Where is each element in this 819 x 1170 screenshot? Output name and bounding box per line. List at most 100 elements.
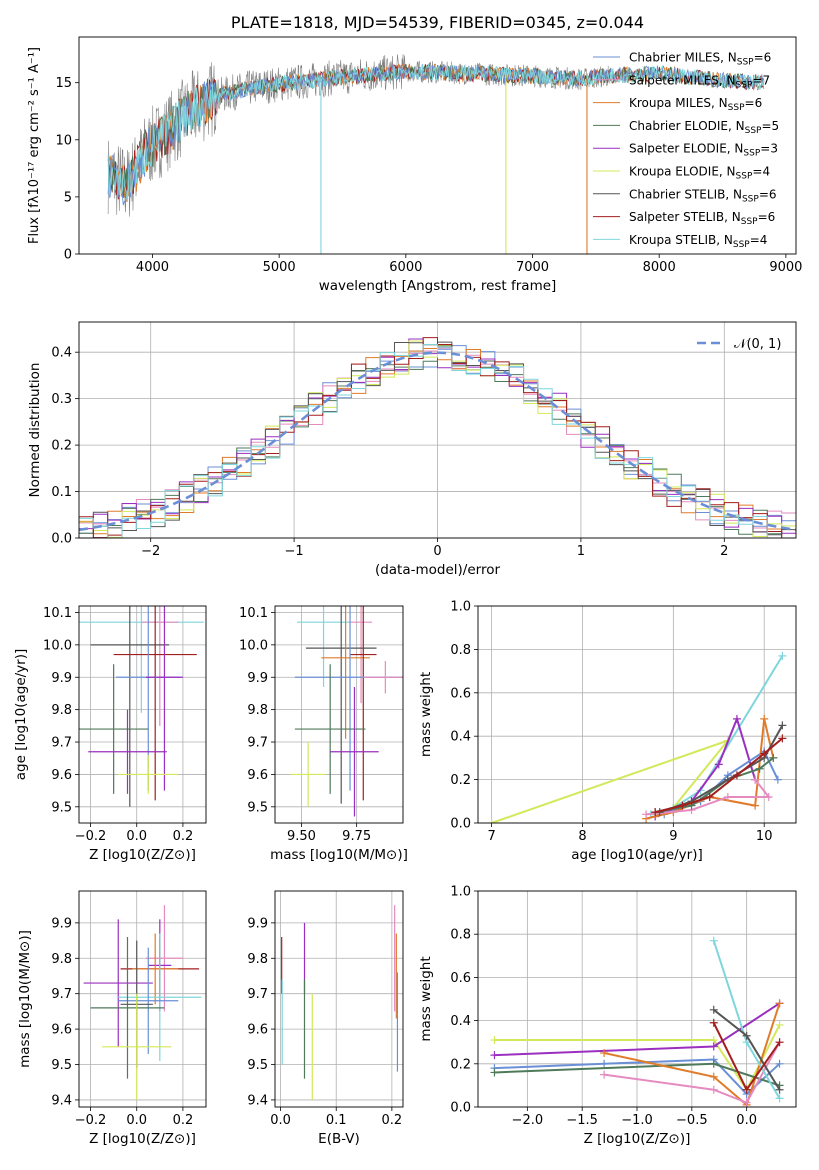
legend-subscript: SSP (737, 58, 754, 68)
y-tick-label: 10.1 (43, 606, 72, 621)
weight-marker (742, 1031, 751, 1040)
legend-nssp: =3 (760, 142, 778, 156)
chart-panel-5: −0.2 0.0 0.2 9.4 9.5 9.6 9.7 9.8 9.9 Z [log10(Z/Z… (17, 890, 207, 1147)
weight-marker (775, 1020, 784, 1029)
legend-subscript: SSP (742, 194, 759, 204)
plot-area (79, 337, 796, 538)
model-spectrum-line (107, 63, 765, 202)
normal-curve (79, 351, 796, 532)
y-tick-label: 1.0 (450, 600, 471, 615)
weight-line (654, 737, 784, 814)
axes-frame (78, 605, 207, 824)
weight-marker (751, 801, 760, 810)
weight-line (603, 1003, 781, 1107)
y-tick-label: 9.6 (247, 1023, 268, 1038)
x-axis-label: Z [log10(Z/Z⊙)] (89, 847, 196, 863)
y-tick-label: 9.9 (51, 671, 72, 686)
x-axis-label: wavelength [Angstrom, rest frame] (319, 278, 557, 294)
x-tick-label: 9.50 (287, 829, 316, 844)
y-tick-label: 9.7 (51, 736, 72, 751)
y-tick-label: 9.8 (247, 952, 268, 967)
x-tick-label: −1.0 (621, 1113, 653, 1128)
weight-marker (490, 1068, 499, 1077)
chart-panel-1: −2 −1 0 1 2 0.0 0.1 0.2 0.3 0.4 (data-model)/error… (27, 321, 797, 578)
weight-marker (600, 1059, 609, 1068)
chart-title: PLATE=1818, MJD=54539, FIBERID=0345, z=0… (231, 13, 644, 32)
axes-frame (477, 605, 797, 824)
chart-panel-4: 7 8 9 10 0.0 0.2 0.4 0.6 0.8 1.0 age [log10(age/yr… (418, 600, 797, 863)
weight-marker (600, 1070, 609, 1079)
x-tick-label: 2 (720, 544, 728, 559)
x-tick-label: 6000 (389, 260, 422, 275)
x-tick-label: 7000 (516, 260, 549, 275)
weight-marker (751, 775, 760, 784)
y-tick-label: 10.1 (239, 606, 268, 621)
weight-marker (678, 801, 687, 810)
x-tick-label: −2.0 (512, 1113, 544, 1128)
x-axis-label: E(B-V) (318, 1131, 360, 1147)
y-tick-label: 9.9 (247, 671, 268, 686)
weight-marker (642, 810, 651, 819)
x-axis-label: mass [log10(M/M⊙)] (270, 847, 408, 863)
weight-marker (775, 1038, 784, 1047)
x-tick-label: 0.1 (326, 1113, 347, 1128)
legend-nssp: =4 (752, 165, 770, 179)
weight-marker (487, 819, 496, 823)
weight-marker (709, 1072, 718, 1081)
y-tick-label: 9.5 (51, 800, 72, 815)
legend-subscript: SSP (733, 240, 750, 250)
y-tick-label: 0.1 (51, 485, 72, 500)
y-tick-label: 9.7 (247, 736, 268, 751)
y-tick-label: 9.9 (247, 916, 268, 931)
y-tick-label: 9.4 (247, 1093, 268, 1108)
legend-nssp: =6 (754, 51, 772, 65)
axes-frame (477, 890, 797, 1108)
y-tick-label: 9.7 (51, 987, 72, 1002)
chart-panel-3: 9.50 9.75 9.5 9.6 9.7 9.8 9.9 10.0 10.1 mass [log… (239, 605, 408, 863)
legend-subscript: SSP (728, 103, 745, 113)
legend-label: 𝒩(0, 1) (734, 337, 781, 352)
y-axis-label: Normed distribution (27, 363, 43, 498)
x-tick-label: −0.2 (75, 829, 107, 844)
y-tick-label: 0.4 (51, 346, 72, 361)
legend-nssp: =6 (758, 210, 776, 224)
weight-marker (732, 771, 741, 780)
plot-area (281, 905, 399, 1100)
weight-marker (760, 749, 769, 758)
x-tick-label: 8000 (643, 260, 676, 275)
y-tick-label: 5 (64, 190, 72, 205)
plot-area (83, 905, 202, 1100)
weight-marker (709, 1085, 718, 1094)
x-tick-label: 1 (577, 544, 585, 559)
weight-marker (760, 714, 769, 723)
y-tick-label: 0 (64, 248, 72, 263)
x-tick-label: 10 (756, 829, 773, 844)
y-tick-label: 0.3 (51, 392, 72, 407)
plot-area (107, 54, 765, 254)
legend-nssp: =5 (761, 119, 779, 133)
y-tick-label: 0.0 (450, 817, 471, 832)
y-tick-label: 0.0 (450, 1101, 471, 1116)
x-tick-label: 9000 (769, 260, 802, 275)
weight-marker (709, 1018, 718, 1027)
y-tick-label: 0.2 (51, 439, 72, 454)
x-tick-label: 0.2 (173, 829, 194, 844)
y-tick-label: 0.6 (450, 971, 471, 986)
y-axis-label: mass weight (418, 672, 434, 757)
x-tick-label: −2 (141, 544, 160, 559)
chart-panel-6: 0.0 0.1 0.2 9.4 9.5 9.6 9.7 9.8 9.9 E(B-V) (247, 890, 404, 1147)
weight-marker (778, 734, 787, 743)
y-axis-label: mass weight (418, 956, 434, 1041)
x-axis-label: age [log10(age/yr)] (571, 847, 703, 863)
x-tick-label: 8 (578, 829, 586, 844)
weight-marker (755, 764, 764, 773)
y-tick-label: 9.5 (51, 1058, 72, 1073)
y-tick-label: 10.0 (239, 638, 268, 653)
legend-label: Kroupa MILES, NSSP=6 (629, 96, 762, 113)
plot-area (487, 651, 787, 823)
legend-nssp: =4 (750, 233, 768, 247)
y-tick-label: 0.4 (450, 730, 471, 745)
legend-nssp: =7 (752, 73, 770, 87)
x-tick-label: 4000 (136, 260, 169, 275)
y-tick-label: 10.0 (43, 638, 72, 653)
